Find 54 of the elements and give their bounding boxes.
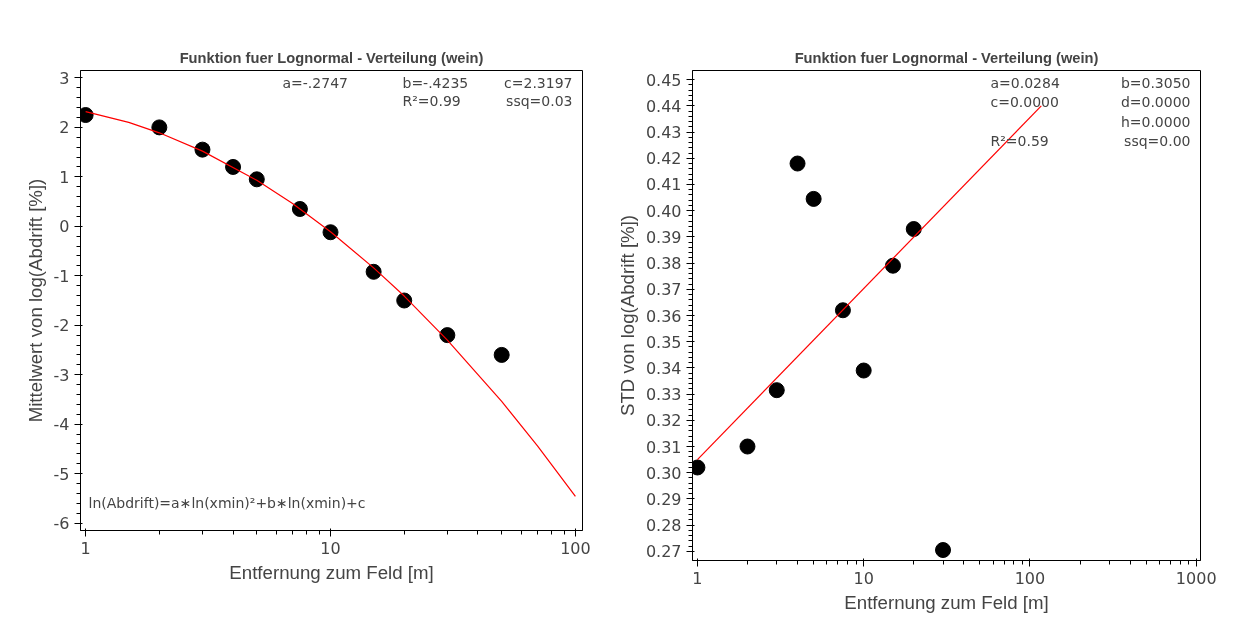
x-tick-label: 10 [853, 568, 874, 588]
x-axis-title: Entfernung zum Feld [m] [844, 591, 1049, 613]
y-tick-label: 0.37 [645, 280, 682, 300]
annotation: h=0.0000 [1120, 113, 1191, 130]
y-tick-label: 0.33 [645, 385, 682, 405]
y-axis-title: Mittelwert von log(Abdrift [%]) [24, 178, 46, 423]
y-axis-title: STD von log(Abdrift [%]) [616, 214, 638, 417]
annotation: a=0.0284 [990, 75, 1060, 92]
chart-title: Funktion fuer Lognormal - Verteilung (wein) [179, 49, 484, 66]
annotation: R²=0.99 [402, 92, 461, 109]
y-tick-label: 0.32 [645, 411, 682, 431]
y-tick-label: -6 [53, 514, 70, 534]
y-tick-label: 0 [59, 217, 70, 237]
x-tick-label: 10 [320, 538, 341, 558]
y-tick-label: -3 [53, 365, 70, 385]
y-tick-label: 0.28 [645, 516, 682, 536]
y-tick-label: 3 [59, 68, 70, 88]
y-tick-label: 0.43 [645, 123, 682, 143]
annotation: ssq=0.03 [506, 92, 573, 109]
y-tick-label: 0.30 [645, 463, 682, 483]
y-tick-label: -4 [53, 415, 70, 435]
x-tick-label: 1 [80, 538, 91, 558]
y-tick-label: 0.38 [645, 254, 682, 274]
y-tick-label: -1 [53, 266, 70, 286]
annotation: b=-.4235 [402, 74, 469, 91]
annotation: c=2.3197 [504, 74, 573, 91]
y-tick-label: 2 [59, 118, 70, 138]
chart-title: Funktion fuer Lognormal - Verteilung (wein) [794, 49, 1099, 66]
y-tick-label: 0.40 [645, 201, 682, 221]
y-tick-label: 0.42 [645, 149, 682, 169]
y-tick-label: 0.39 [645, 227, 682, 247]
y-tick-label: 0.31 [645, 437, 682, 457]
y-tick-label: 0.29 [645, 489, 682, 509]
annotation: b=0.3050 [1120, 75, 1191, 92]
x-tick-label: 1000 [1175, 568, 1217, 588]
annotation: d=0.0000 [1120, 94, 1191, 111]
y-tick-label: 0.27 [645, 542, 682, 562]
annotation: ssq=0.00 [1124, 132, 1191, 149]
x-tick-label: 100 [560, 538, 591, 558]
x-tick-label: 1 [692, 568, 703, 588]
y-tick-label: 0.36 [645, 306, 682, 326]
y-tick-label: 0.41 [645, 175, 682, 195]
y-tick-label: -2 [53, 316, 70, 336]
y-tick-label: 1 [59, 167, 70, 187]
annotation: a=-.2747 [282, 74, 348, 91]
x-axis-title: Entfernung zum Feld [m] [229, 561, 434, 583]
annotation: ln(Abdrift)=a∗ln(xmin)²+b∗ln(xmin)+c [88, 494, 366, 511]
y-tick-label: 0.34 [645, 358, 682, 378]
y-tick-label: 0.45 [645, 70, 682, 90]
y-tick-label: -5 [53, 464, 70, 484]
y-tick-label: 0.35 [645, 332, 682, 352]
annotation: c=0.0000 [990, 94, 1059, 111]
y-tick-label: 0.44 [645, 96, 682, 116]
x-tick-label: 100 [1014, 568, 1046, 588]
